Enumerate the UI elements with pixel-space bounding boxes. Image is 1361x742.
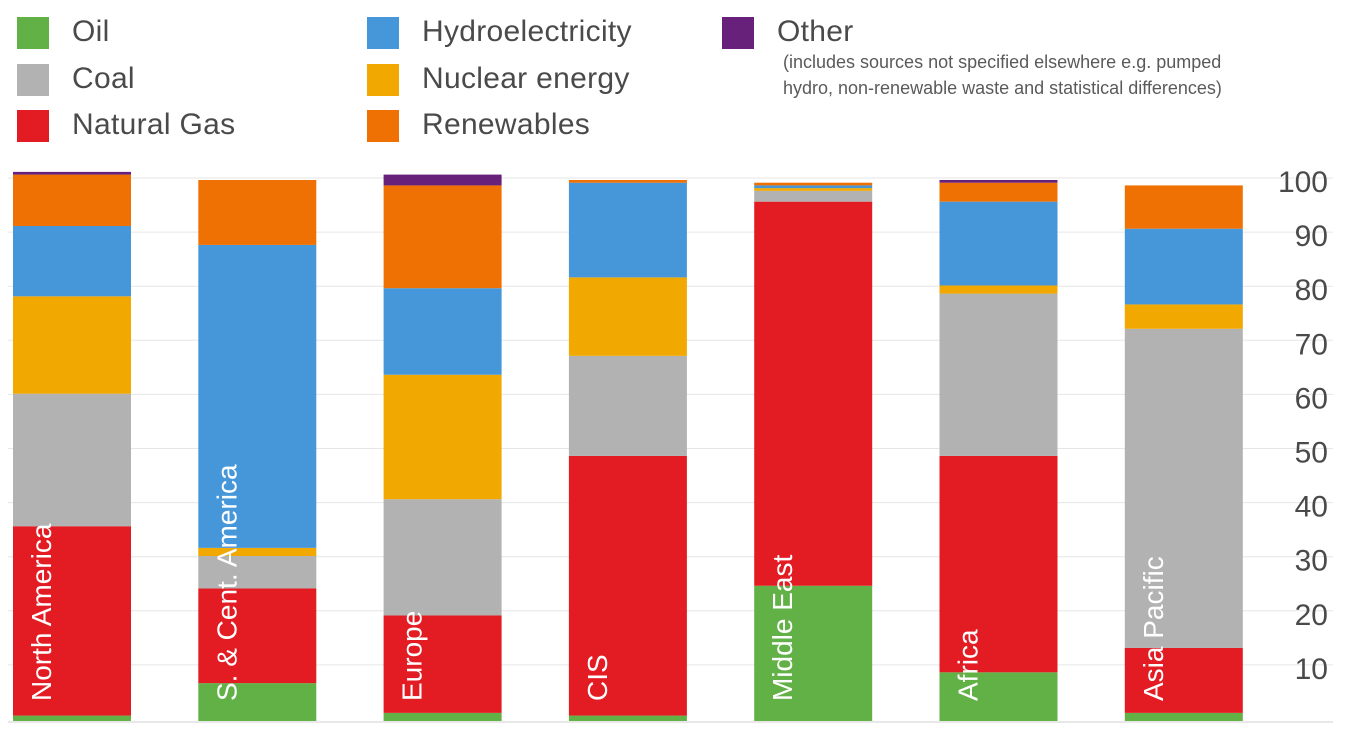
- bar-segment-oil: [13, 715, 131, 721]
- y-tick-label: 60: [1295, 382, 1328, 415]
- bar-segment-oil: [754, 585, 873, 721]
- bar-segment-gas: [383, 615, 502, 713]
- y-tick-label: 90: [1295, 220, 1328, 253]
- bar-stack: CIS: [568, 180, 687, 721]
- bar-segment-oil: [383, 712, 502, 721]
- bar-stack: North America: [13, 171, 131, 721]
- bar-segment-other: [939, 180, 1058, 183]
- category-label: Middle East: [767, 554, 798, 701]
- legend-label-nuclear: Nuclear energy: [422, 62, 630, 95]
- bar-segment-nuclear: [568, 277, 687, 356]
- bar-segment-nuclear: [754, 188, 873, 191]
- bar-segment-nuclear: [198, 547, 317, 556]
- bar-stack: S. & Cent. America: [198, 180, 317, 721]
- legend-swatch-gas: [17, 110, 49, 142]
- legend-swatch-hydro: [367, 17, 399, 49]
- bar-segment-hydro: [383, 288, 502, 375]
- legend-label-coal: Coal: [72, 62, 135, 95]
- legend-label-hydro: Hydroelectricity: [422, 15, 632, 48]
- y-tick-label: 100: [1278, 166, 1328, 199]
- bar-segment-coal: [1124, 328, 1243, 648]
- bar-segment-hydro: [198, 244, 317, 548]
- stacked-bar-chart: North America S. & Cent. America Europe CIS…: [8, 166, 1333, 723]
- bars: North America S. & Cent. America Europe CIS…: [13, 171, 1243, 721]
- category-label: Asia Pacific: [1138, 556, 1169, 701]
- bar-segment-renew: [383, 185, 502, 289]
- bar-segment-renew: [13, 174, 131, 226]
- legend-label-oil: Oil: [72, 15, 110, 48]
- bar-segment-oil: [568, 715, 687, 721]
- category-label: Africa: [953, 629, 984, 701]
- bar-segment-renew: [568, 180, 687, 183]
- bar-stack: Asia Pacific: [1124, 185, 1243, 721]
- bar-segment-oil: [1124, 712, 1243, 721]
- y-tick-label: 70: [1295, 328, 1328, 361]
- bar-stack: Middle East: [754, 182, 873, 721]
- y-tick-label: 30: [1295, 545, 1328, 578]
- bar-segment-coal: [198, 555, 317, 589]
- bar-segment-gas: [568, 455, 687, 716]
- bar-segment-renew: [754, 182, 873, 186]
- bar-segment-coal: [13, 393, 131, 527]
- bar-segment-hydro: [1124, 228, 1243, 305]
- bar-segment-coal: [568, 355, 687, 456]
- bar-segment-nuclear: [1124, 304, 1243, 329]
- legend-swatch-nuclear: [367, 64, 399, 96]
- y-tick-label: 50: [1295, 437, 1328, 470]
- bar-segment-gas: [1124, 647, 1243, 713]
- bar-segment-renew: [198, 180, 317, 245]
- bar-segment-oil: [939, 672, 1058, 721]
- category-label: S. & Cent. America: [211, 464, 242, 701]
- bar-segment-hydro: [939, 201, 1058, 286]
- bar-segment-other: [13, 171, 131, 175]
- bar-segment-gas: [13, 526, 131, 716]
- bar-segment-nuclear: [383, 374, 502, 500]
- legend-label-other: Other: [777, 15, 854, 48]
- category-label: CIS: [582, 654, 613, 701]
- legend-swatch-other: [722, 17, 754, 49]
- bar-segment-coal: [754, 190, 873, 202]
- bar-segment-renew: [1124, 185, 1243, 229]
- bar-stack: Europe: [383, 174, 502, 721]
- bar-segment-renew: [939, 182, 1058, 202]
- bar-segment-coal: [939, 293, 1058, 456]
- y-axis-ticks: 10 20 30 40 50 60 70 80 90 100: [1278, 166, 1328, 686]
- bar-stack: Africa: [939, 180, 1058, 721]
- legend-swatch-renew: [367, 110, 399, 142]
- bar-segment-hydro: [754, 185, 873, 189]
- bar-segment-hydro: [13, 225, 131, 297]
- legend-label-renew: Renewables: [422, 108, 591, 141]
- legend-other-note: (includes sources not specified elsewher…: [783, 52, 1222, 98]
- category-label: Europe: [397, 611, 428, 701]
- legend: Oil Coal Natural Gas Hydroelectricity Nuclea…: [0, 0, 1361, 160]
- y-tick-label: 40: [1295, 491, 1328, 524]
- bar-segment-gas: [939, 455, 1058, 673]
- bar-segment-coal: [383, 499, 502, 616]
- legend-swatch-coal: [17, 64, 49, 96]
- bar-segment-other: [383, 174, 502, 186]
- category-label: North America: [26, 523, 57, 701]
- bar-segment-gas: [198, 588, 317, 684]
- bar-segment-gas: [754, 201, 873, 586]
- bar-segment-oil: [198, 683, 317, 721]
- legend-swatch-oil: [17, 17, 49, 49]
- bar-segment-nuclear: [13, 296, 131, 394]
- bar-segment-hydro: [568, 182, 687, 278]
- y-tick-label: 10: [1295, 653, 1328, 686]
- y-tick-label: 80: [1295, 274, 1328, 307]
- y-tick-label: 20: [1295, 599, 1328, 632]
- bar-segment-nuclear: [939, 285, 1058, 294]
- legend-label-gas: Natural Gas: [72, 108, 236, 141]
